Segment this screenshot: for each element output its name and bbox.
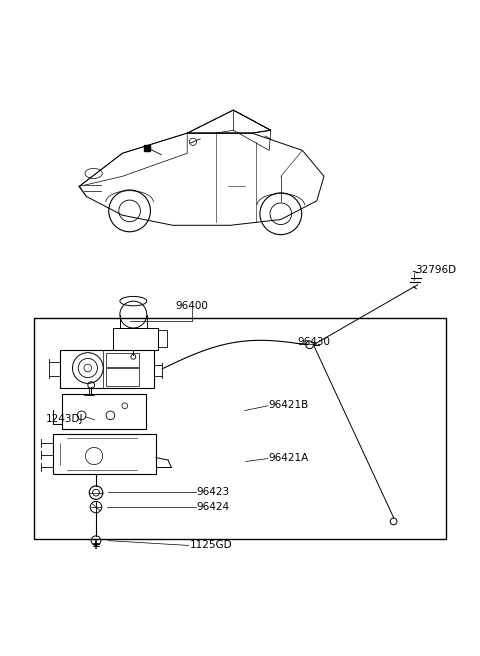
Text: 96423: 96423	[197, 487, 230, 497]
Text: 96421A: 96421A	[269, 453, 309, 462]
Text: 96400: 96400	[176, 301, 208, 312]
Text: 96424: 96424	[197, 502, 230, 512]
Bar	[106, 368, 139, 386]
Text: 1243DJ: 1243DJ	[46, 414, 83, 424]
Bar	[113, 328, 158, 350]
Text: 96430: 96430	[298, 337, 331, 348]
Bar	[106, 354, 139, 367]
Text: 32796D: 32796D	[415, 266, 456, 276]
Bar	[53, 434, 156, 474]
Bar	[158, 331, 167, 347]
Text: 96421B: 96421B	[269, 400, 309, 410]
Text: 1125GD: 1125GD	[190, 541, 232, 550]
Bar	[62, 394, 146, 429]
Bar	[34, 318, 446, 539]
Bar	[60, 350, 154, 388]
